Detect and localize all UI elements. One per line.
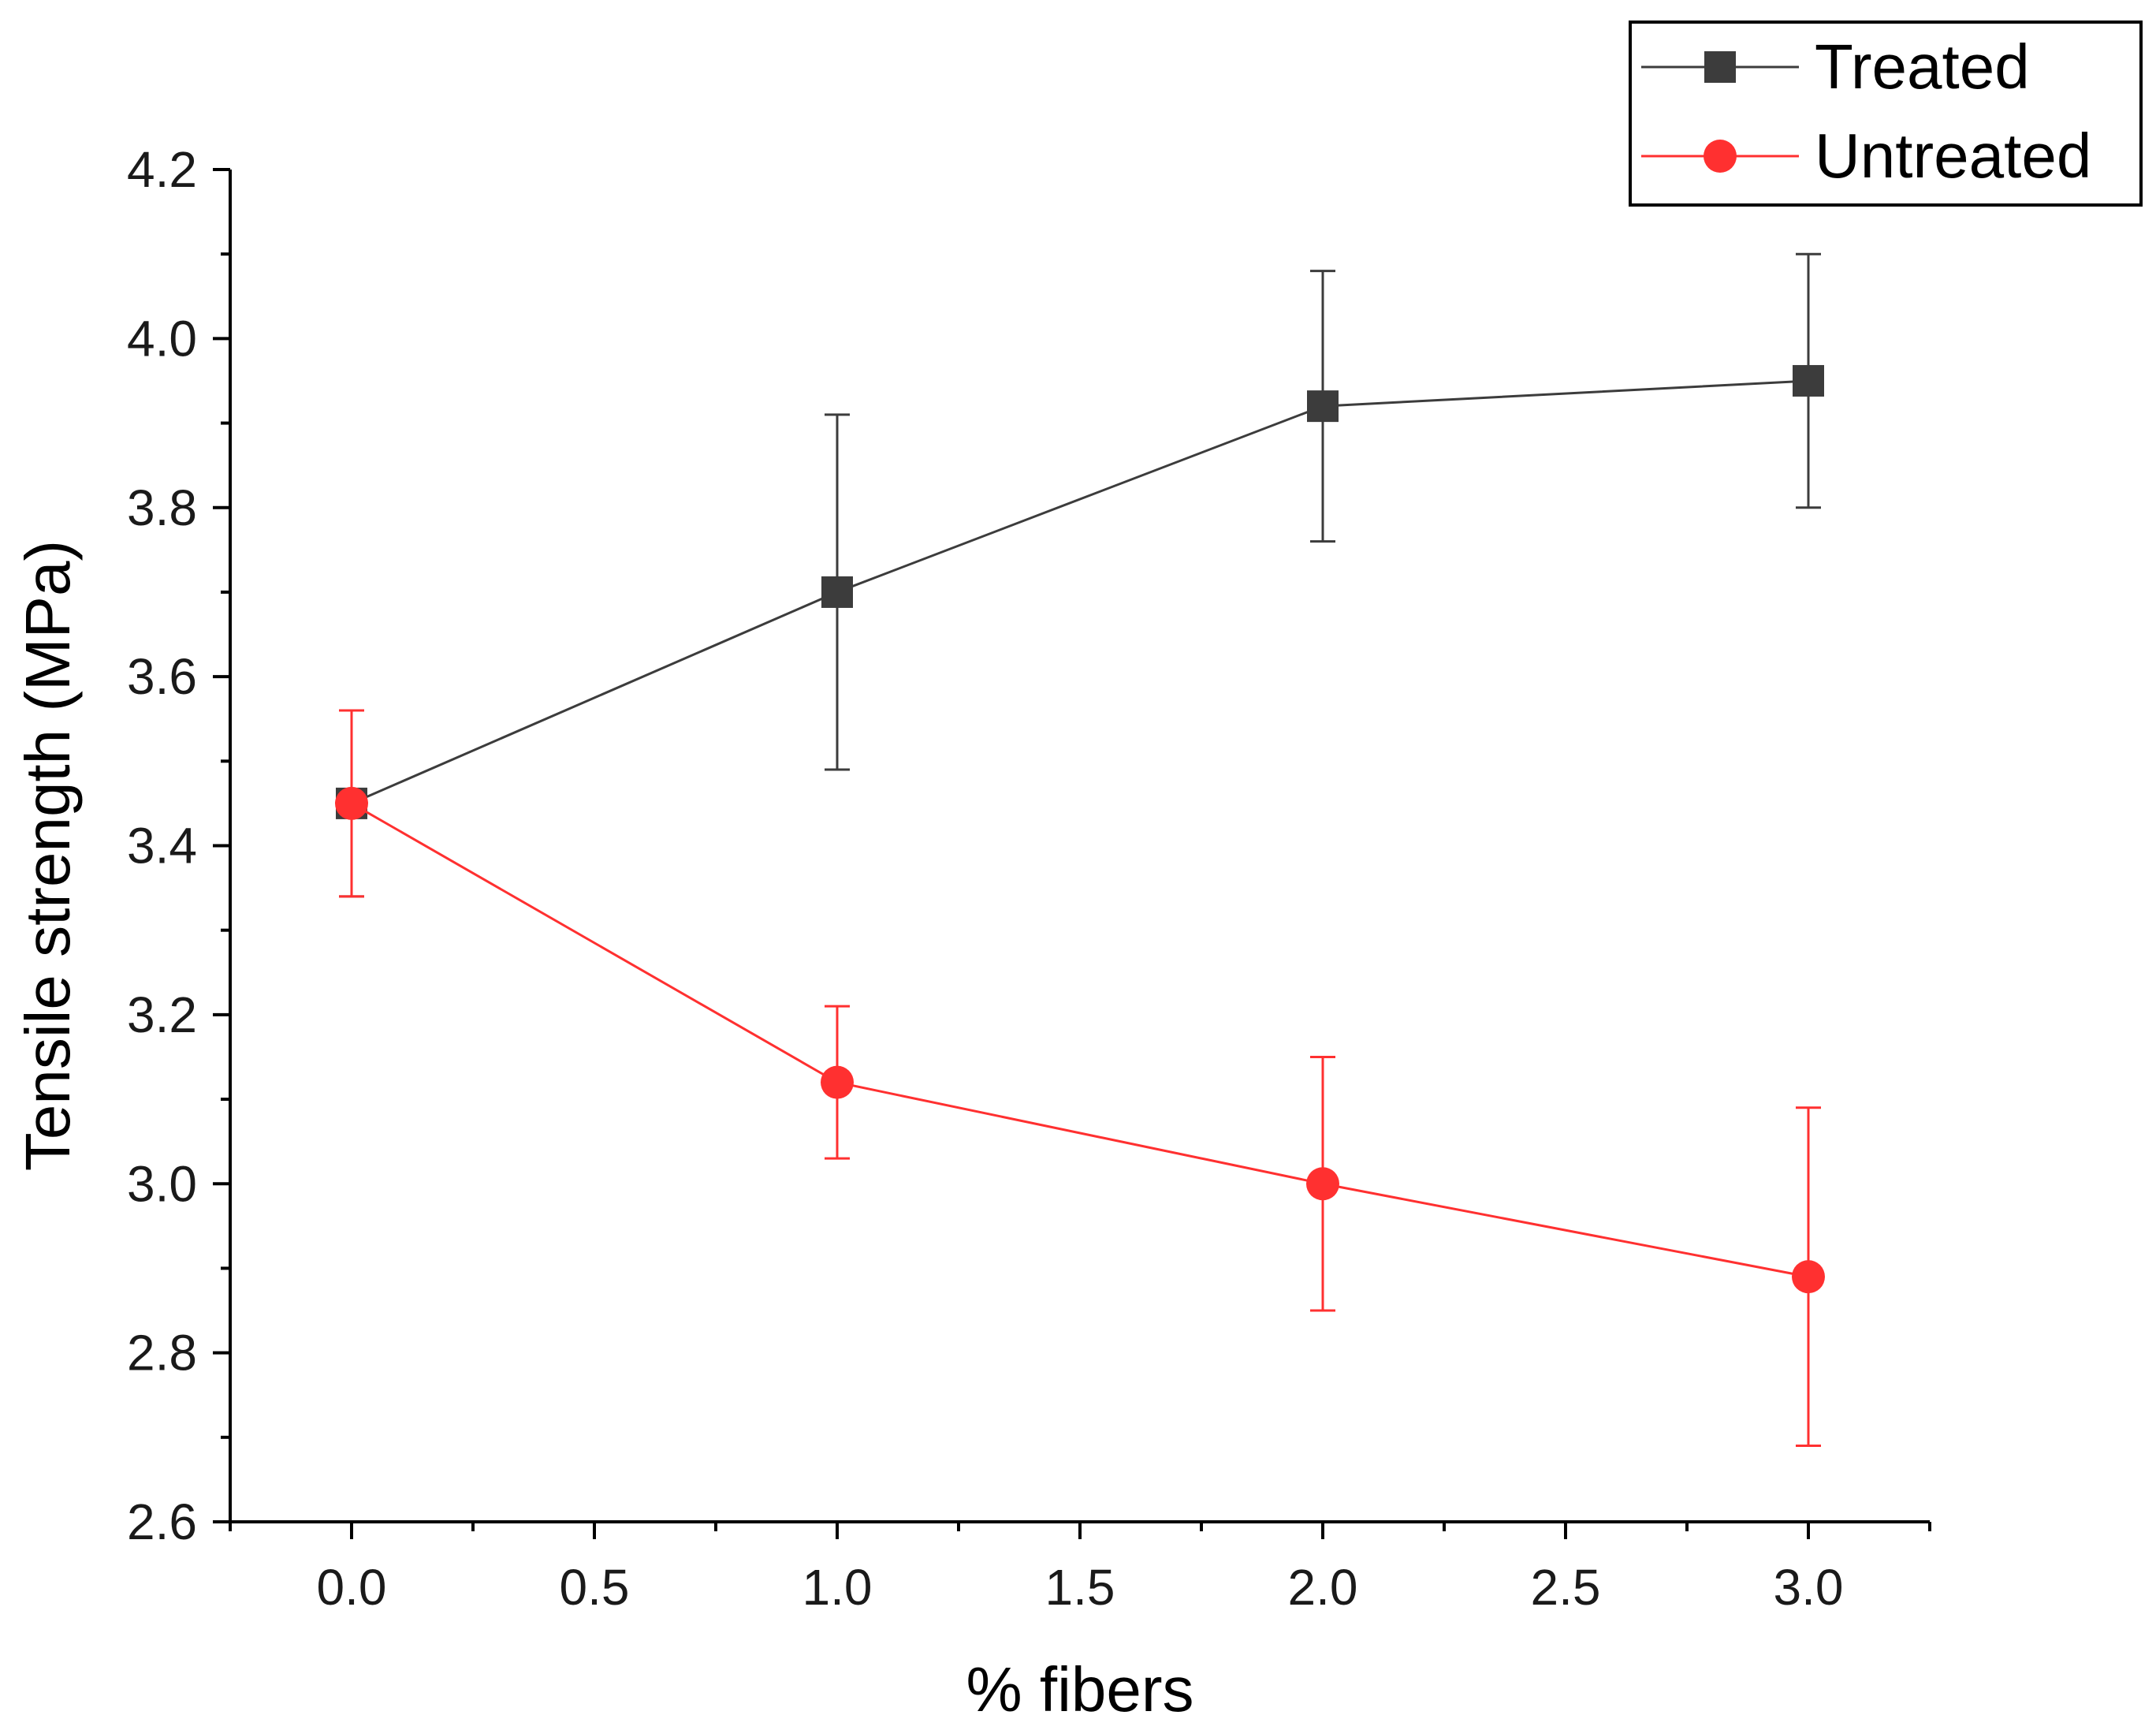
data-point (1793, 364, 1824, 397)
y-tick-label: 3.4 (127, 818, 197, 874)
y-tick-label: 2.6 (127, 1493, 197, 1550)
y-tick-label: 3.8 (127, 479, 197, 536)
data-point (1306, 1167, 1339, 1201)
x-tick-label: 3.0 (1774, 1559, 1844, 1616)
data-point (821, 576, 853, 608)
legend: Treated Untreated (1629, 21, 2143, 207)
x-tick-label: 2.5 (1531, 1559, 1601, 1616)
x-tick-label: 1.0 (802, 1559, 873, 1616)
data-point (335, 786, 368, 820)
x-tick-label: 0.5 (560, 1559, 630, 1616)
series-line (351, 379, 1809, 805)
y-tick-label: 3.2 (127, 986, 197, 1043)
data-point (1307, 390, 1339, 423)
x-tick-label: 0.0 (317, 1559, 387, 1616)
x-axis-title: % fibers (966, 1654, 1194, 1724)
y-tick-label: 4.2 (127, 141, 197, 198)
y-tick-label: 4.0 (127, 310, 197, 367)
legend-label-treated: Treated (1815, 32, 2030, 102)
data-point (821, 1065, 854, 1099)
plot-area (335, 252, 1825, 1448)
x-tick-label: 1.5 (1045, 1559, 1115, 1616)
legend-marker-treated (1704, 51, 1736, 83)
series-untreated (335, 709, 1825, 1448)
y-tick-label: 3.6 (127, 648, 197, 705)
y-tick-label: 3.0 (127, 1155, 197, 1212)
legend-marker-untreated (1704, 140, 1737, 173)
legend-label-untreated: Untreated (1815, 121, 2091, 191)
series-treated (336, 252, 1824, 898)
axes: 2.6 2.8 3.0 3.2 3.4 3.6 3.8 4.0 4.2 0.0 0.5 1.0 1.5 2… (127, 141, 1931, 1616)
series-line (351, 802, 1809, 1278)
data-point (1792, 1260, 1825, 1294)
y-axis-title: Tensile strength (MPa) (13, 540, 83, 1171)
x-tick-label: 2.0 (1288, 1559, 1358, 1616)
y-tick-label: 2.8 (127, 1325, 197, 1381)
